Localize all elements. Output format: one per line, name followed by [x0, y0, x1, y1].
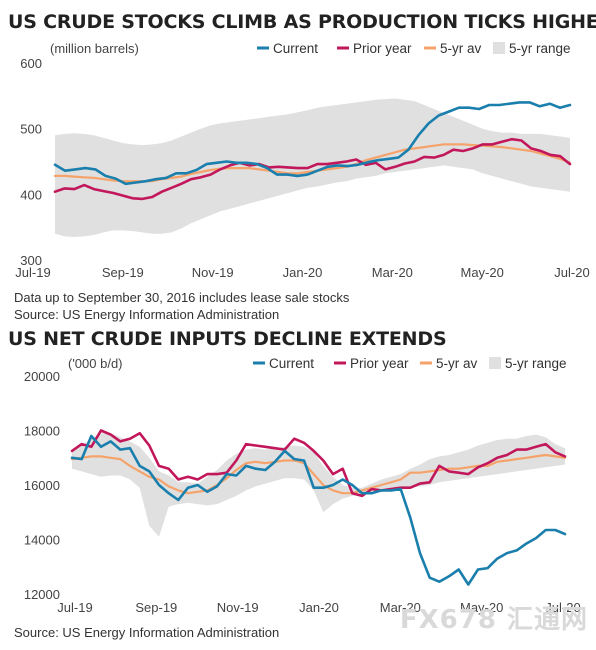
y-tick-label: 400: [20, 187, 42, 202]
x-tick-label: Nov-19: [192, 265, 234, 280]
chart-2: ('000 b/d) 12000 14000 16000 18000 20000 Jul-1…: [24, 356, 581, 615]
y-axis-unit-label: ('000 b/d): [68, 356, 123, 371]
y-tick-label: 20000: [24, 369, 60, 384]
y-tick-label: 12000: [24, 587, 60, 602]
series-current-line: [53, 101, 572, 186]
legend-label-5-yr-av: 5-yr av: [440, 41, 482, 56]
series-prior-year-line: [70, 429, 567, 498]
x-tick-label: May-20: [460, 600, 503, 615]
chart-2-source: Source: US Energy Information Administra…: [14, 625, 280, 640]
legend-label-prior-year: Prior year: [350, 356, 409, 371]
series-current-line: [70, 434, 567, 586]
series-prior-year-line: [53, 137, 572, 201]
chart-1-note: Data up to September 30, 2016 includes l…: [14, 290, 350, 305]
y-tick-label: 600: [20, 56, 42, 71]
x-tick-label: Jul-20: [545, 600, 580, 615]
watermark: FX678 汇通网: [399, 605, 588, 635]
x-tick-label: Jan-20: [299, 600, 339, 615]
legend-swatch-5-yr-range: [493, 42, 505, 54]
x-tick-label: Jan-20: [283, 265, 323, 280]
y-tick-label: 14000: [24, 533, 60, 548]
series-5-yr-range-band: [55, 98, 570, 237]
y-tick-label: 16000: [24, 478, 60, 493]
x-tick-label: Jul-19: [57, 600, 92, 615]
y-tick-label: 18000: [24, 424, 60, 439]
x-tick-label: Nov-19: [217, 600, 259, 615]
chart-2-title: US NET CRUDE INPUTS DECLINE EXTENDS: [8, 328, 447, 350]
chart-1: (million barrels) 300 400 500 600 Jul-19 Sep-1…: [15, 41, 589, 280]
y-axis-unit-label: (million barrels): [50, 41, 139, 56]
y-tick-label: 300: [20, 253, 42, 268]
x-tick-label: Jul-20: [554, 265, 589, 280]
chart-1-title: US CRUDE STOCKS CLIMB AS PRODUCTION TICK…: [8, 11, 596, 33]
chart-1-source: Source: US Energy Information Administra…: [14, 307, 280, 322]
legend-swatch-5-yr-range: [489, 357, 501, 369]
legend-label-current: Current: [273, 41, 318, 56]
legend-label-prior-year: Prior year: [353, 41, 412, 56]
legend-label-current: Current: [269, 356, 314, 371]
x-tick-label: Sep-19: [102, 265, 144, 280]
x-tick-label: Mar-20: [380, 600, 421, 615]
x-tick-label: Sep-19: [135, 600, 177, 615]
legend-label-5-yr-range: 5-yr range: [505, 356, 567, 371]
x-tick-label: Jul-19: [15, 265, 50, 280]
legend-label-5-yr-av: 5-yr av: [436, 356, 478, 371]
legend-label-5-yr-range: 5-yr range: [509, 41, 571, 56]
y-tick-label: 500: [20, 122, 42, 137]
series-5-yr-range-band: [72, 433, 565, 537]
x-tick-label: Mar-20: [372, 265, 413, 280]
x-tick-label: May-20: [460, 265, 503, 280]
